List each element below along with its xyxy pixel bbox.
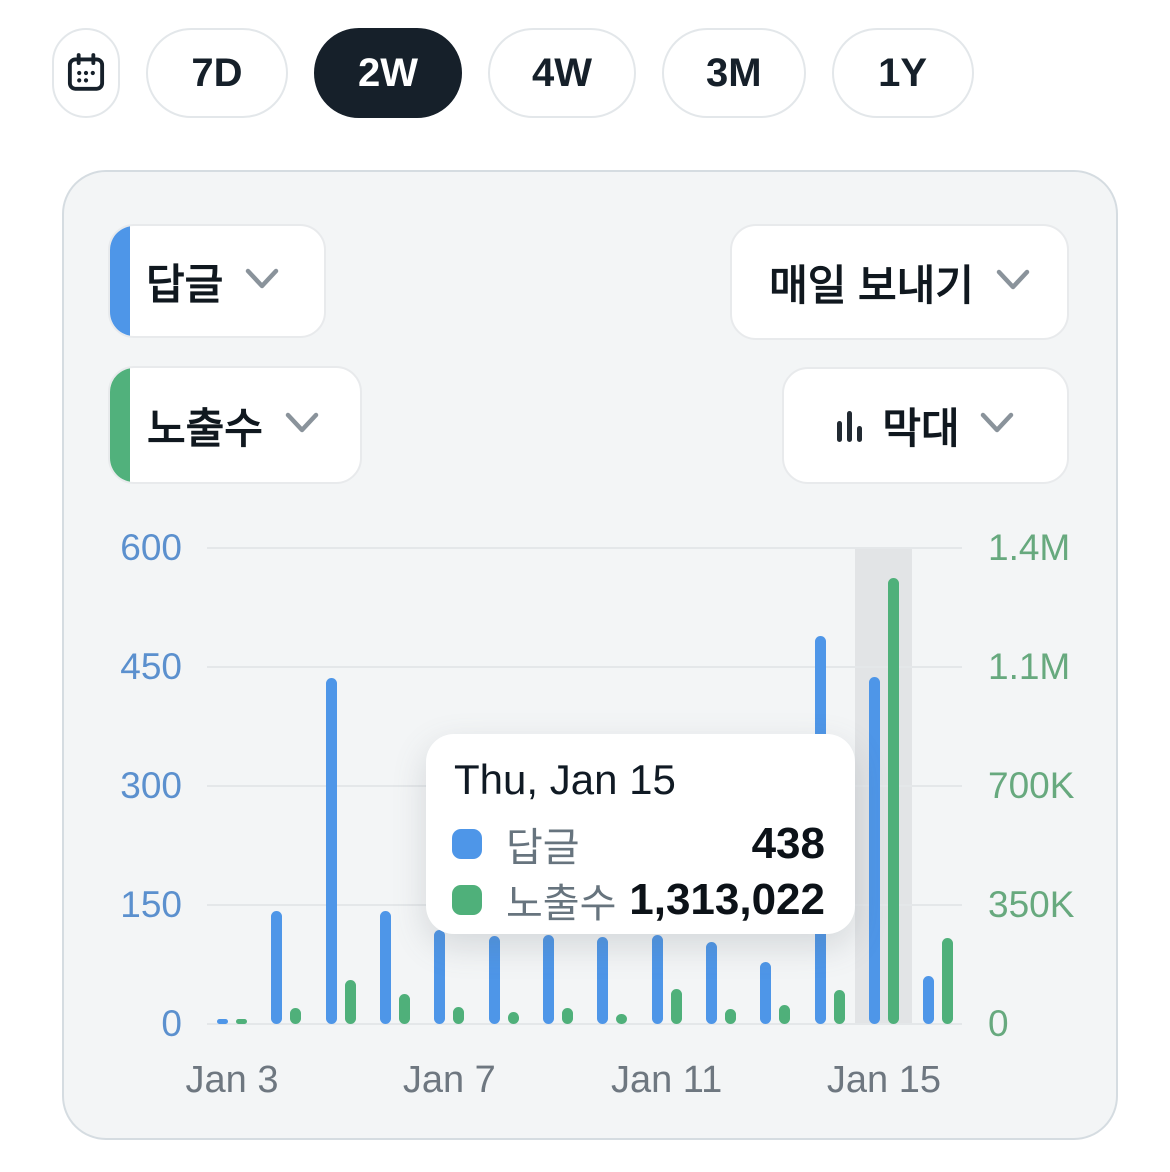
chart-card: 답글 매일 보내기 노출수 막대 0 0 150 350K 30: [62, 170, 1118, 1140]
bar-reply-Jan-15[interactable]: [868, 677, 880, 1024]
left-axis-tick: 150: [120, 884, 182, 925]
chart-plot: 0 0 150 350K 300 700K 450 1.1M 600 1.4M Jan 3 Jan 7…: [64, 172, 1116, 1138]
bar-impressions-Jan-14[interactable]: [833, 990, 845, 1024]
tooltip-reply-label: 답글: [506, 826, 580, 870]
metric2-accent-bar: [110, 368, 130, 482]
chart-type-dropdown[interactable]: 막대: [782, 367, 1069, 484]
left-axis-tick: 0: [161, 1003, 182, 1044]
frequency-dropdown[interactable]: 매일 보내기: [730, 224, 1069, 340]
bar-reply-Jan-4[interactable]: [271, 911, 283, 1024]
right-axis-tick: 1.4M: [988, 527, 1071, 568]
frequency-label: 매일 보내기: [769, 261, 974, 309]
right-axis-tick: 0: [988, 1003, 1009, 1044]
bar-impressions-Jan-16[interactable]: [942, 938, 954, 1024]
bar-impressions-Jan-7[interactable]: [453, 1007, 465, 1024]
bar-reply-Jan-12[interactable]: [705, 942, 717, 1024]
bar-impressions-Jan-13[interactable]: [779, 1005, 791, 1024]
chevron-down-icon: [980, 412, 1014, 439]
bar-reply-Jan-5[interactable]: [325, 678, 337, 1024]
time-range-selector: 7D 2W 4W 3M 1Y: [52, 28, 974, 118]
impressions-color-swatch: [452, 885, 482, 915]
bar-reply-Jan-11[interactable]: [651, 935, 663, 1024]
bar-reply-Jan-3[interactable]: [217, 1019, 228, 1024]
x-axis-tick: Jan 7: [402, 1059, 496, 1101]
bar-impressions-Jan-8[interactable]: [507, 1012, 519, 1024]
gridline: [207, 1023, 962, 1025]
tooltip-row-reply: 답글 438: [452, 818, 825, 870]
chevron-down-icon: [285, 412, 319, 439]
metric1-dropdown[interactable]: 답글: [108, 224, 326, 338]
right-axis-tick: 350K: [988, 884, 1075, 925]
left-axis-tick: 300: [120, 765, 182, 806]
chart-type-label: 막대: [882, 405, 960, 452]
chevron-down-icon: [996, 269, 1030, 296]
bar-reply-Jan-16[interactable]: [923, 976, 935, 1024]
bar-chart-icon: [837, 410, 863, 442]
bar-impressions-Jan-5[interactable]: [344, 980, 356, 1024]
gridline: [207, 666, 962, 668]
bar-impressions-Jan-15[interactable]: [887, 578, 899, 1024]
left-axis-tick: 450: [120, 646, 182, 687]
tooltip-date: Thu, Jan 15: [454, 756, 676, 803]
chart-tooltip: Thu, Jan 15 답글 438 노출수 1,313,022: [426, 734, 855, 934]
time-range-3m[interactable]: 3M: [662, 28, 806, 118]
bar-impressions-Jan-10[interactable]: [616, 1014, 628, 1024]
tooltip-impressions-value: 1,313,022: [629, 875, 825, 924]
tooltip-reply-value: 438: [751, 819, 825, 868]
right-axis-tick: 700K: [988, 765, 1075, 806]
bar-reply-Jan-6[interactable]: [379, 911, 391, 1024]
reply-color-swatch: [452, 829, 482, 859]
gridline: [207, 547, 962, 549]
metric1-label: 답글: [146, 260, 224, 308]
bar-impressions-Jan-12[interactable]: [724, 1009, 736, 1024]
bar-reply-Jan-13[interactable]: [760, 962, 772, 1024]
x-axis-tick: Jan 15: [826, 1059, 941, 1101]
time-range-4w[interactable]: 4W: [488, 28, 636, 118]
metric2-dropdown[interactable]: 노출수: [108, 366, 362, 484]
bar-impressions-Jan-11[interactable]: [670, 989, 682, 1024]
bar-reply-Jan-8[interactable]: [488, 936, 500, 1024]
calendar-button[interactable]: [52, 28, 120, 118]
bar-impressions-Jan-6[interactable]: [398, 994, 410, 1024]
bar-reply-Jan-7[interactable]: [434, 930, 446, 1024]
tooltip-impressions-label: 노출수: [506, 882, 617, 926]
bar-impressions-Jan-9[interactable]: [561, 1008, 573, 1024]
metric1-accent-bar: [110, 226, 130, 336]
right-axis-tick: 1.1M: [988, 646, 1071, 687]
chevron-down-icon: [245, 268, 279, 295]
time-range-1y[interactable]: 1Y: [831, 28, 974, 118]
time-range-7d[interactable]: 7D: [146, 28, 288, 118]
left-axis-tick: 600: [120, 527, 182, 568]
bar-reply-Jan-10[interactable]: [597, 937, 609, 1024]
metric2-label: 노출수: [147, 404, 263, 452]
time-range-2w[interactable]: 2W: [314, 28, 462, 118]
bar-impressions-Jan-4[interactable]: [290, 1008, 302, 1024]
x-axis-tick: Jan 11: [610, 1059, 723, 1101]
bar-impressions-Jan-3[interactable]: [236, 1019, 247, 1024]
tooltip-row-impressions: 노출수 1,313,022: [452, 874, 825, 926]
bar-reply-Jan-9[interactable]: [542, 935, 554, 1024]
calendar-icon: [64, 51, 108, 95]
x-axis-tick: Jan 3: [185, 1059, 279, 1101]
